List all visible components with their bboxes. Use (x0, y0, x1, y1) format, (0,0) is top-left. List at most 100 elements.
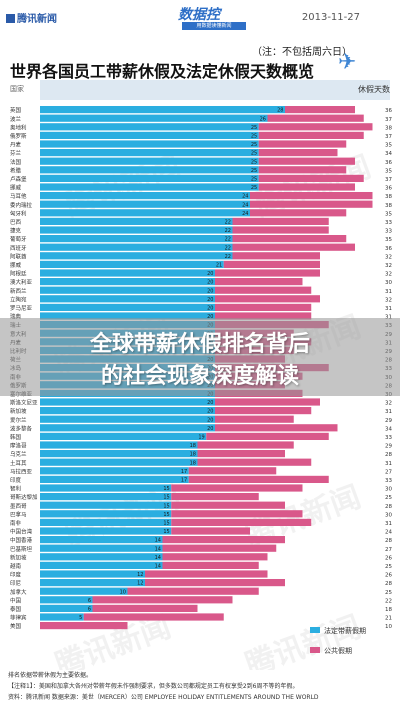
total-value-label: 34 (385, 426, 392, 432)
bar-paid-leave (40, 183, 259, 191)
category-label: 瑞典 (10, 313, 22, 321)
paid-value-label: 25 (251, 125, 257, 131)
category-label: 委内瑞拉 (10, 201, 33, 209)
paid-value-label: 24 (242, 194, 248, 200)
total-value-label: 31 (385, 521, 392, 527)
category-label: 加拿大 (10, 588, 27, 596)
bar-public-holiday (171, 510, 303, 518)
paid-value-label: 20 (207, 288, 213, 294)
total-value-label: 29 (385, 418, 392, 424)
bar-public-holiday (223, 260, 320, 268)
bar-paid-leave (40, 501, 172, 509)
total-value-label: 33 (385, 478, 392, 484)
total-value-label: 26 (385, 555, 392, 561)
airplane-icon: ✈ (338, 50, 357, 75)
paid-value-label: 12 (137, 581, 143, 587)
bar-public-holiday (162, 553, 268, 561)
logo-left-text: 腾讯新闻 (17, 14, 57, 25)
bar-public-holiday (215, 303, 312, 311)
bar-paid-leave (40, 243, 233, 251)
legend-swatch-public (310, 647, 320, 653)
total-value-label: 35 (385, 168, 392, 174)
bar-paid-leave (40, 166, 259, 174)
paid-value-label: 18 (190, 452, 196, 458)
total-value-label: 31 (385, 315, 392, 321)
bar-paid-leave (40, 415, 215, 423)
bar-paid-leave (40, 493, 172, 501)
bar-public-holiday (40, 622, 128, 630)
category-label: 印度 (10, 476, 22, 484)
paid-value-label: 17 (181, 478, 187, 484)
bar-public-holiday (145, 570, 268, 578)
bar-paid-leave (40, 561, 163, 569)
total-value-label: 22 (385, 598, 392, 604)
total-value-label: 32 (385, 263, 392, 269)
category-label: 希腊 (10, 166, 22, 174)
note-text: （注：不包括周六日） (252, 47, 352, 58)
bar-paid-leave (40, 553, 163, 561)
total-value-label: 25 (385, 564, 392, 570)
paid-value-label: 20 (207, 400, 213, 406)
bar-paid-leave (40, 252, 233, 260)
category-label: 新加坡 (10, 553, 27, 561)
paid-value-label: 18 (190, 460, 196, 466)
bar-public-holiday (258, 131, 364, 139)
bar-paid-leave (40, 269, 215, 277)
paid-value-label: 14 (155, 555, 161, 561)
footnote-line1: 排名依据带薪休假为主要依据。 (8, 672, 93, 679)
paid-value-label: 14 (155, 546, 161, 552)
bar-paid-leave (40, 424, 215, 432)
category-label: 斯洛文尼亚 (10, 399, 38, 407)
total-value-label: 27 (385, 547, 392, 553)
bar-paid-leave (40, 518, 172, 526)
category-label: 波兰 (10, 115, 22, 123)
bar-public-holiday (171, 484, 303, 492)
category-label: 芬兰 (10, 149, 22, 157)
paid-value-label: 10 (120, 589, 126, 595)
category-label: 摩洛哥 (10, 442, 27, 450)
bar-paid-leave (40, 106, 285, 114)
paid-value-label: 17 (181, 469, 187, 475)
bar-public-holiday (258, 183, 355, 191)
category-label: 马拉西亚 (10, 467, 33, 475)
bar-public-holiday (232, 252, 320, 260)
bar-paid-leave (40, 527, 172, 535)
bar-public-holiday (215, 312, 312, 320)
bar-public-holiday (162, 561, 259, 569)
bar-public-holiday (83, 613, 224, 621)
total-value-label: 38 (385, 194, 392, 200)
total-value-label: 35 (385, 211, 392, 217)
category-label: 卢森堡 (10, 175, 27, 183)
total-value-label: 32 (385, 254, 392, 260)
paid-value-label: 22 (225, 237, 231, 243)
paid-value-label: 6 (88, 607, 91, 613)
bar-paid-leave (40, 432, 207, 440)
paid-value-label: 25 (251, 134, 257, 140)
paid-value-label: 20 (207, 409, 213, 415)
category-label: 巴西 (10, 219, 22, 226)
bar-public-holiday (171, 493, 259, 501)
total-value-label: 32 (385, 272, 392, 278)
total-value-label: 31 (385, 461, 392, 467)
bar-public-holiday (215, 407, 312, 415)
bar-public-holiday (258, 140, 347, 148)
bar-paid-leave (40, 278, 215, 286)
bar-public-holiday (197, 450, 285, 458)
bar-paid-leave (40, 286, 215, 294)
category-label: 马耳他 (10, 192, 27, 200)
bar-public-holiday (197, 458, 312, 466)
bar-paid-leave (40, 467, 189, 475)
total-value-label: 32 (385, 401, 392, 407)
header-band (40, 80, 390, 100)
category-label: 土耳其 (10, 459, 27, 467)
bar-paid-leave (40, 587, 128, 595)
paid-value-label: 15 (163, 503, 169, 509)
bar-public-holiday (215, 415, 294, 423)
total-value-label: 37 (385, 117, 392, 123)
column-header-days: 休假天数 (358, 85, 390, 94)
bar-public-holiday (215, 286, 312, 294)
bar-public-holiday (171, 518, 312, 526)
bar-public-holiday (145, 579, 285, 587)
bar-paid-leave (40, 295, 215, 303)
paid-value-label: 19 (198, 435, 204, 441)
